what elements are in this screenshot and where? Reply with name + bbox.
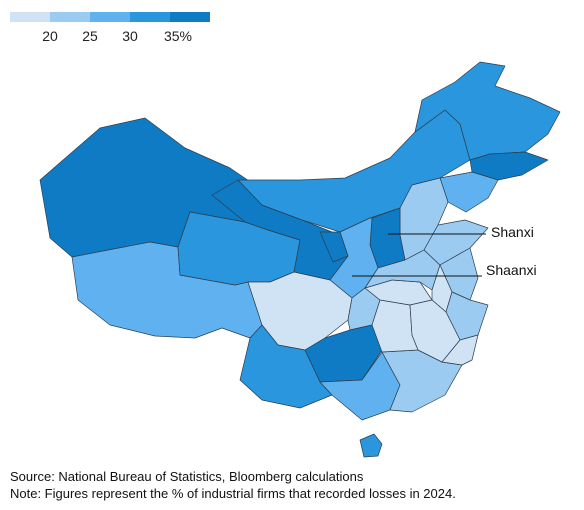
- region-shanxi: [369, 207, 406, 269]
- legend-swatch-2: [50, 12, 90, 22]
- footer: Source: National Bureau of Statistics, B…: [10, 468, 456, 502]
- legend-tick-30: 30: [122, 28, 138, 44]
- region-fujian: [441, 334, 479, 366]
- legend-tick-35: 35%: [163, 28, 193, 44]
- legend-swatch-1: [10, 12, 50, 22]
- region-heilongjiang: [414, 61, 561, 161]
- legend-swatch-4: [130, 12, 170, 22]
- note-text: Note: Figures represent the % of industr…: [10, 486, 456, 501]
- label-shanxi: Shanxi: [491, 224, 534, 240]
- source-text: Source: National Bureau of Statistics, B…: [10, 469, 364, 484]
- label-shaanxi: Shaanxi: [486, 262, 537, 278]
- legend-swatch-3: [90, 12, 130, 22]
- region-liaoning: [439, 171, 499, 213]
- region-inner-mongolia: [237, 109, 471, 233]
- legend-tick-20: 20: [42, 28, 58, 44]
- legend-swatch-5: [170, 12, 210, 22]
- china-province-map: [39, 61, 561, 458]
- region-hainan: [359, 433, 383, 458]
- color-legend: 20 25 30 35%: [10, 10, 216, 44]
- legend-tick-25: 25: [82, 28, 98, 44]
- region-ningxia: [319, 231, 349, 263]
